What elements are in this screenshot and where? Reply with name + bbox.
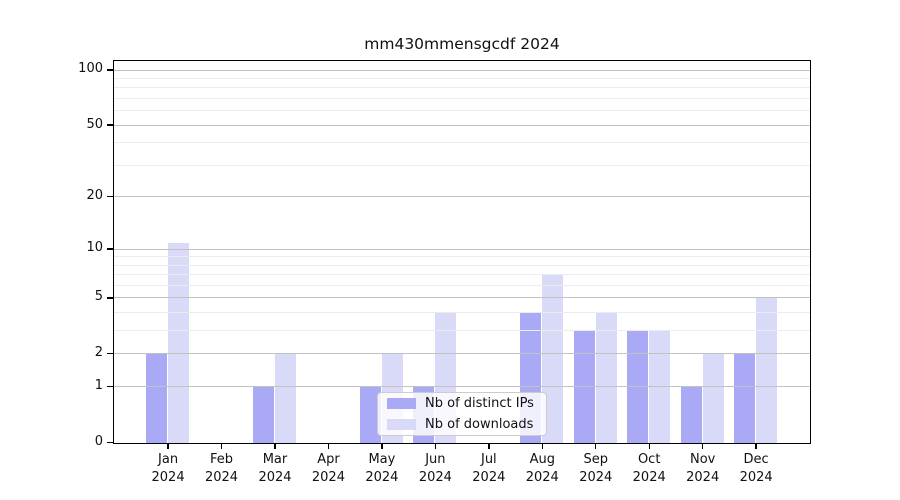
y-tick-label-2: 2 (94, 345, 103, 361)
y-tick-5 (107, 297, 113, 299)
gridline-minor-60 (114, 110, 810, 112)
bar-ips-dec (734, 354, 756, 443)
legend-swatch-distinct-ips (387, 398, 416, 409)
gridline-minor-80 (114, 87, 810, 89)
legend-entry-downloads: Nb of downloads (387, 417, 537, 432)
bar-downloads-dec (756, 298, 778, 443)
x-tick-apr (327, 444, 330, 449)
bar-downloads-sep (595, 313, 617, 443)
gridline-minor-40 (114, 142, 810, 144)
gridline-major-50 (114, 124, 810, 126)
x-tick-label-mar: Mar 2024 (258, 452, 292, 485)
x-tick-label-oct: Oct 2024 (632, 452, 666, 485)
x-tick-label-feb: Feb 2024 (204, 452, 239, 485)
x-tick-jun (434, 444, 437, 449)
y-tick-0 (107, 441, 113, 444)
bar-ips-mar (252, 387, 274, 443)
gridlines-layer (114, 61, 810, 443)
bar-downloads-mar (274, 354, 296, 443)
x-tick-label-jul: Jul 2024 (472, 452, 506, 485)
x-tick-label-sep: Sep 2024 (579, 452, 613, 485)
gridline-minor-7 (114, 274, 810, 276)
y-tick-label-50: 50 (86, 116, 103, 132)
legend-label-distinct-ips: Nb of distinct IPs (425, 396, 534, 411)
y-tick-label-5: 5 (94, 289, 103, 305)
x-tick-label-aug: Aug 2024 (525, 452, 559, 485)
gridline-major-5 (114, 297, 810, 299)
gridline-minor-4 (114, 312, 810, 314)
y-tick-label-20: 20 (86, 188, 103, 204)
gridline-major-20 (114, 196, 810, 198)
x-tick-dec (755, 444, 757, 449)
y-tick-20 (107, 196, 113, 198)
gridline-minor-30 (114, 164, 810, 166)
legend: Nb of distinct IPs Nb of downloads (377, 392, 547, 436)
legend-label-downloads: Nb of downloads (425, 417, 534, 432)
bar-downloads-oct (649, 331, 671, 443)
gridline-minor-70 (114, 98, 810, 100)
x-tick-may (381, 444, 383, 449)
gridline-minor-8 (114, 264, 810, 266)
x-tick-label-jun: Jun 2024 (418, 452, 452, 485)
legend-entry-distinct-ips: Nb of distinct IPs (387, 396, 537, 411)
y-tick-label-0: 0 (94, 433, 103, 449)
x-tick-sep (595, 444, 597, 449)
y-tick-50 (107, 124, 113, 126)
bar-ips-sep (573, 331, 595, 443)
y-tick-label-1: 1 (94, 377, 103, 393)
y-tick-2 (107, 353, 113, 355)
x-tick-aug (541, 444, 543, 449)
x-tick-label-may: May 2024 (365, 452, 399, 485)
bar-downloads-aug (542, 275, 564, 443)
x-tick-jan (167, 444, 169, 449)
gridline-major-1 (114, 386, 810, 388)
x-tick-jul (488, 444, 490, 449)
y-tick-100 (107, 69, 113, 71)
plot-area: Nb of distinct IPs Nb of downloads (113, 60, 811, 444)
gridline-minor-90 (114, 78, 810, 79)
legend-swatch-downloads (387, 419, 416, 430)
bar-ips-oct (627, 331, 649, 443)
x-tick-label-dec: Dec 2024 (739, 452, 773, 485)
bar-downloads-nov (702, 354, 724, 443)
x-tick-label-jan: Jan 2024 (151, 452, 185, 485)
x-tick-label-apr: Apr 2024 (311, 452, 345, 485)
gridline-major-2 (114, 353, 810, 355)
bar-ips-may (359, 387, 381, 443)
bar-ips-jan (145, 354, 167, 443)
x-tick-oct (648, 444, 650, 449)
y-tick-1 (107, 385, 113, 388)
gridline-minor-9 (114, 256, 810, 258)
x-tick-feb (220, 444, 223, 449)
gridline-minor-6 (114, 284, 810, 286)
x-tick-label-nov: Nov 2024 (686, 452, 720, 485)
bar-downloads-jan (167, 242, 189, 443)
x-tick-nov (701, 444, 704, 449)
gridline-major-10 (114, 248, 810, 250)
y-tick-label-10: 10 (86, 240, 103, 256)
chart-title: mm430mmensgcdf 2024 (364, 35, 560, 53)
bar-ips-nov (680, 387, 702, 443)
gridline-minor-3 (114, 330, 810, 332)
y-tick-10 (107, 248, 113, 250)
x-tick-mar (274, 444, 276, 449)
y-tick-label-100: 100 (78, 61, 103, 77)
gridline-major-100 (114, 69, 810, 71)
